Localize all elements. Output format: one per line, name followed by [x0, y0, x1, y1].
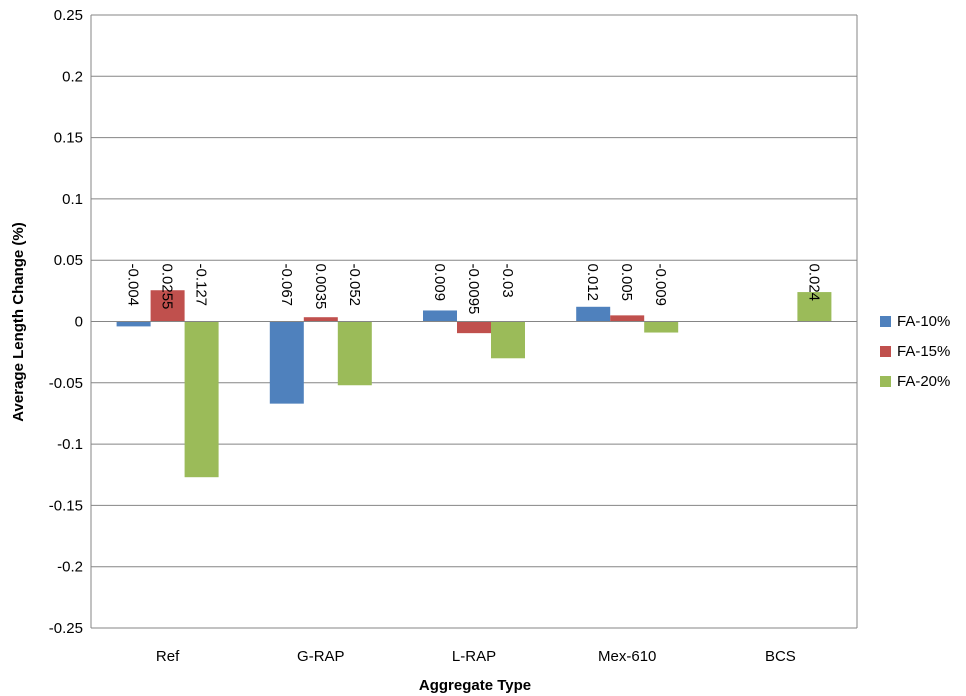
data-label: 0.005	[618, 264, 635, 302]
data-label: -0.067	[278, 264, 295, 307]
data-labels: -0.004 -0.067 0.009 0.012 0.0255 0.0035 -0.009…	[125, 264, 823, 315]
data-label: 0.012	[584, 264, 601, 302]
bar	[491, 321, 525, 359]
legend: FA-10% FA-15% FA-20%	[880, 313, 950, 390]
data-label: 0.009	[431, 264, 448, 302]
bar	[644, 321, 679, 333]
bar	[184, 321, 219, 478]
bar	[116, 321, 151, 327]
x-axis-title: Aggregate Type	[419, 677, 531, 694]
bars	[116, 290, 832, 478]
data-label: -0.004	[125, 264, 142, 307]
data-label: 0.024	[805, 264, 822, 302]
y-tick-label: 0.25	[54, 7, 83, 24]
axes	[90, 15, 858, 628]
bar	[150, 290, 185, 322]
bar	[269, 321, 304, 404]
data-label: 0.0035	[312, 264, 329, 310]
bar	[337, 321, 372, 386]
x-axis-tick-labels: Ref G-RAP L-RAP Mex-610 BCS	[156, 648, 796, 665]
legend-swatch	[880, 316, 891, 327]
data-label: -0.0095	[465, 264, 482, 315]
y-tick-label: -0.1	[57, 436, 83, 453]
y-axis-title: Average Length Change (%)	[10, 222, 27, 421]
data-label: -0.009	[652, 264, 669, 307]
x-tick-label: BCS	[765, 648, 796, 665]
y-tick-label: -0.25	[49, 620, 83, 637]
legend-swatch	[880, 346, 891, 357]
legend-swatch	[880, 376, 891, 387]
bar	[457, 321, 491, 334]
bar	[303, 317, 338, 322]
x-tick-label: Mex-610	[598, 648, 656, 665]
legend-label: FA-10%	[897, 313, 950, 330]
legend-label: FA-15%	[897, 343, 950, 360]
y-tick-label: 0	[75, 314, 83, 331]
data-label: -0.052	[346, 264, 363, 307]
legend-label: FA-20%	[897, 373, 950, 390]
x-tick-label: L-RAP	[452, 648, 496, 665]
y-tick-label: -0.05	[49, 375, 83, 392]
y-tick-label: 0.05	[54, 252, 83, 269]
bar	[423, 310, 457, 322]
x-tick-label: Ref	[156, 648, 180, 665]
data-label: -0.127	[193, 264, 210, 307]
data-label: -0.03	[499, 264, 516, 298]
data-label: 0.0255	[159, 264, 176, 310]
y-tick-label: 0.15	[54, 130, 83, 147]
y-tick-label: 0.2	[62, 68, 83, 85]
bar	[610, 315, 645, 322]
x-tick-label: G-RAP	[297, 648, 345, 665]
y-axis-tick-labels: 0.25 0.2 0.15 0.1 0.05 0 -0.05 -0.1 -0.15 -0.2 -0.…	[49, 7, 83, 637]
y-tick-label: 0.1	[62, 191, 83, 208]
bar	[797, 292, 832, 322]
y-tick-label: -0.2	[57, 559, 83, 576]
bar	[576, 306, 611, 322]
y-tick-label: -0.15	[49, 497, 83, 514]
